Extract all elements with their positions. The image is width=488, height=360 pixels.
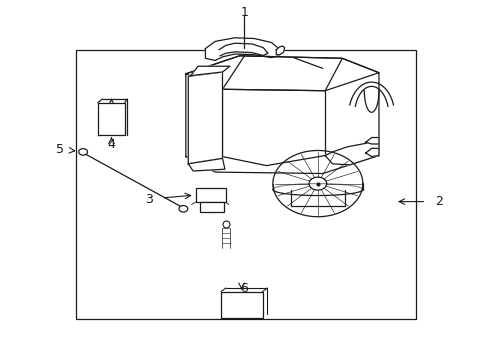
- Polygon shape: [98, 103, 124, 135]
- Polygon shape: [365, 148, 378, 157]
- Polygon shape: [188, 158, 224, 171]
- Text: 6: 6: [240, 282, 248, 294]
- Bar: [195, 188, 225, 202]
- Polygon shape: [276, 46, 284, 55]
- Bar: [221, 292, 262, 318]
- Text: 5: 5: [56, 143, 63, 156]
- Polygon shape: [185, 56, 378, 174]
- Polygon shape: [325, 142, 378, 165]
- Polygon shape: [188, 72, 222, 164]
- Polygon shape: [365, 138, 378, 144]
- Bar: [76, 50, 415, 319]
- Polygon shape: [190, 66, 229, 76]
- Text: 2: 2: [434, 195, 442, 208]
- Polygon shape: [205, 38, 278, 60]
- Text: 3: 3: [145, 193, 153, 206]
- Bar: [199, 202, 224, 212]
- Text: 4: 4: [107, 138, 115, 150]
- Text: 1: 1: [240, 6, 248, 19]
- Polygon shape: [185, 56, 378, 91]
